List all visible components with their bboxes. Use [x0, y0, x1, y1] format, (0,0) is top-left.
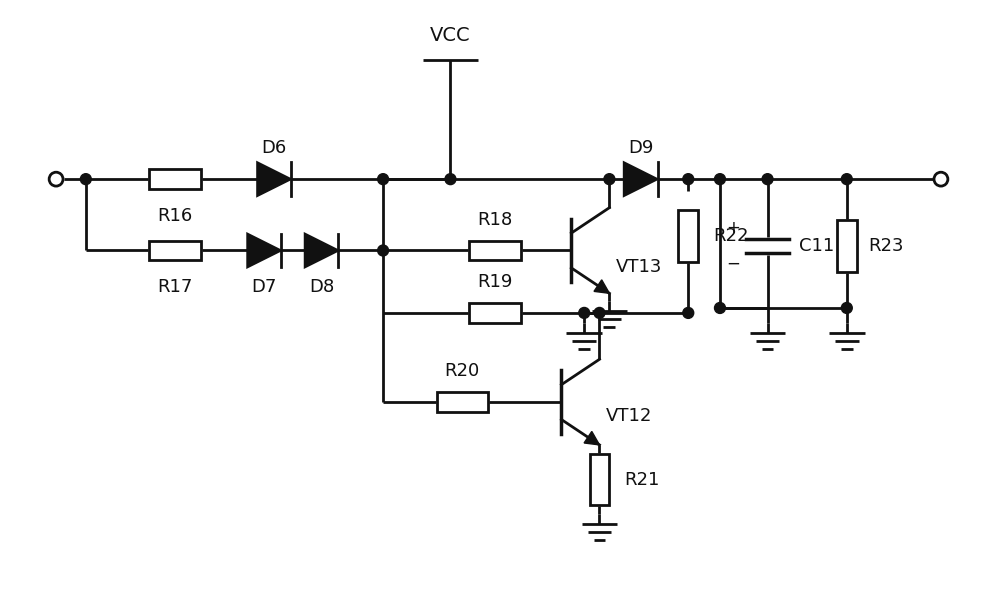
Polygon shape [305, 233, 338, 268]
Text: D8: D8 [309, 278, 334, 296]
Circle shape [715, 303, 725, 313]
Text: +: + [726, 219, 740, 237]
Circle shape [579, 308, 590, 319]
Bar [149, 169, 201, 189]
Text: D9: D9 [628, 139, 653, 157]
Circle shape [683, 308, 694, 319]
Text: VT13: VT13 [616, 258, 662, 277]
Circle shape [934, 172, 948, 186]
Text: R20: R20 [445, 362, 480, 380]
Circle shape [80, 174, 91, 185]
Text: R16: R16 [157, 207, 193, 225]
Bar [149, 241, 201, 260]
Circle shape [378, 245, 389, 256]
Circle shape [594, 308, 605, 319]
Text: D7: D7 [251, 278, 277, 296]
Circle shape [604, 174, 615, 185]
Polygon shape [257, 162, 291, 196]
Text: R21: R21 [624, 471, 660, 489]
Polygon shape [624, 162, 658, 196]
Bar [590, 454, 609, 505]
Circle shape [683, 174, 694, 185]
Circle shape [378, 174, 389, 185]
Text: R23: R23 [869, 237, 904, 255]
Text: C11: C11 [799, 237, 834, 255]
Bar [437, 392, 488, 412]
Text: D6: D6 [261, 139, 287, 157]
Text: R18: R18 [477, 211, 513, 229]
Polygon shape [594, 280, 609, 293]
Text: R22: R22 [713, 227, 749, 245]
Text: R17: R17 [157, 278, 193, 296]
Circle shape [445, 174, 456, 185]
Text: VCC: VCC [430, 26, 471, 46]
Text: R19: R19 [477, 273, 513, 291]
Bar [837, 220, 857, 272]
Circle shape [49, 172, 63, 186]
Circle shape [762, 174, 773, 185]
Polygon shape [247, 233, 281, 268]
Bar [678, 210, 698, 262]
Circle shape [715, 174, 725, 185]
Bar [469, 241, 521, 260]
Bar [469, 303, 521, 323]
Polygon shape [584, 432, 599, 445]
Circle shape [841, 303, 852, 313]
Text: −: − [726, 255, 740, 273]
Circle shape [841, 174, 852, 185]
Text: VT12: VT12 [606, 407, 652, 425]
